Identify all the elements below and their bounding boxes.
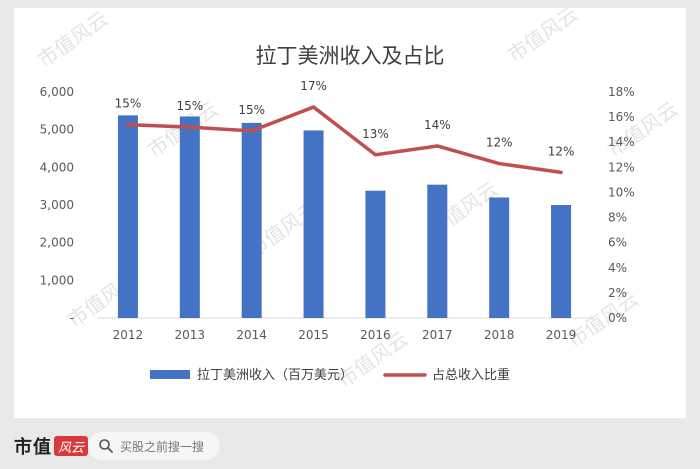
- brand-text: 市值: [14, 437, 52, 458]
- line-point: [497, 161, 501, 166]
- bar: [427, 184, 448, 318]
- y-left-tick-label: 4,000: [40, 160, 74, 174]
- bar: [179, 116, 200, 318]
- data-label: 12%: [486, 136, 513, 150]
- data-label: 12%: [548, 144, 575, 158]
- y-right-tick-label: 18%: [608, 85, 635, 99]
- y-left-tick-label: 5,000: [40, 123, 74, 137]
- watermark-text: 市值风云: [503, 8, 582, 67]
- y-right-tick-label: 10%: [608, 185, 635, 199]
- chart-card: 市值风云市值风云市值风云市值风云市值风云市值风云市值风云市值风云市值风云拉丁美洲…: [14, 8, 686, 418]
- y-right-tick-label: 0%: [608, 311, 627, 325]
- y-left-tick-label: 2,000: [40, 236, 74, 250]
- data-label: 13%: [362, 127, 389, 141]
- line-series: [126, 105, 563, 175]
- chart: 市值风云市值风云市值风云市值风云市值风云市值风云市值风云市值风云市值风云拉丁美洲…: [33, 8, 682, 392]
- line-point: [373, 153, 378, 157]
- watermark-text: 市值风云: [33, 8, 112, 72]
- search-placeholder: 买股之前搜一搜: [120, 439, 205, 454]
- data-label: 15%: [115, 97, 142, 111]
- line-point: [559, 170, 563, 174]
- watermark-text: 市值风云: [563, 287, 642, 353]
- y-right-tick-label: 14%: [608, 135, 635, 149]
- footer-bar: 市值 风云 买股之前搜一搜: [0, 425, 700, 469]
- brand-logo[interactable]: 市值 风云: [14, 433, 89, 459]
- y-left-tick-label: 6,000: [40, 85, 74, 99]
- legend-label-bar: 拉丁美洲收入（百万美元）: [197, 368, 353, 383]
- y-left-tick-label: 1,000: [40, 273, 74, 287]
- data-label: 15%: [238, 103, 265, 117]
- watermark-text: 市值风云: [603, 97, 682, 163]
- brand-badge: 风云: [54, 436, 89, 456]
- bar: [241, 122, 262, 319]
- x-tick-label: 2013: [175, 328, 206, 342]
- line-point: [126, 123, 130, 127]
- data-label: 17%: [300, 79, 327, 93]
- legend-swatch-bar: [150, 370, 190, 379]
- y-right-tick-label: 4%: [608, 261, 627, 275]
- x-tick-label: 2018: [484, 328, 515, 342]
- bar: [303, 130, 324, 318]
- bar: [551, 205, 572, 318]
- x-tick-label: 2012: [113, 328, 144, 342]
- y-right-tick-label: 16%: [608, 110, 635, 124]
- legend-label-line: 占总收入比重: [432, 367, 510, 383]
- bar: [117, 115, 138, 318]
- line-point: [435, 144, 439, 148]
- chart-title: 拉丁美洲收入及占比: [256, 44, 445, 68]
- data-label: 14%: [424, 118, 451, 132]
- y-right-tick-label: 12%: [608, 160, 635, 174]
- y-right-tick-label: 6%: [608, 236, 627, 250]
- y-left-tick-label: 3,000: [40, 198, 74, 212]
- y-left-tick-label: -: [70, 311, 74, 325]
- x-tick-label: 2019: [546, 328, 577, 342]
- line-point: [250, 129, 254, 133]
- x-tick-label: 2015: [298, 328, 329, 342]
- x-tick-label: 2014: [236, 328, 267, 342]
- search-box[interactable]: 买股之前搜一搜: [88, 432, 220, 460]
- x-tick-label: 2017: [422, 328, 453, 342]
- bar: [365, 190, 386, 318]
- data-label: 15%: [176, 99, 203, 113]
- search-icon: [99, 439, 113, 453]
- bar: [489, 197, 510, 318]
- y-right-tick-label: 8%: [608, 211, 627, 225]
- line-point: [311, 105, 316, 109]
- x-tick-label: 2016: [360, 328, 391, 342]
- line-point: [188, 125, 192, 129]
- y-right-tick-label: 2%: [608, 286, 627, 300]
